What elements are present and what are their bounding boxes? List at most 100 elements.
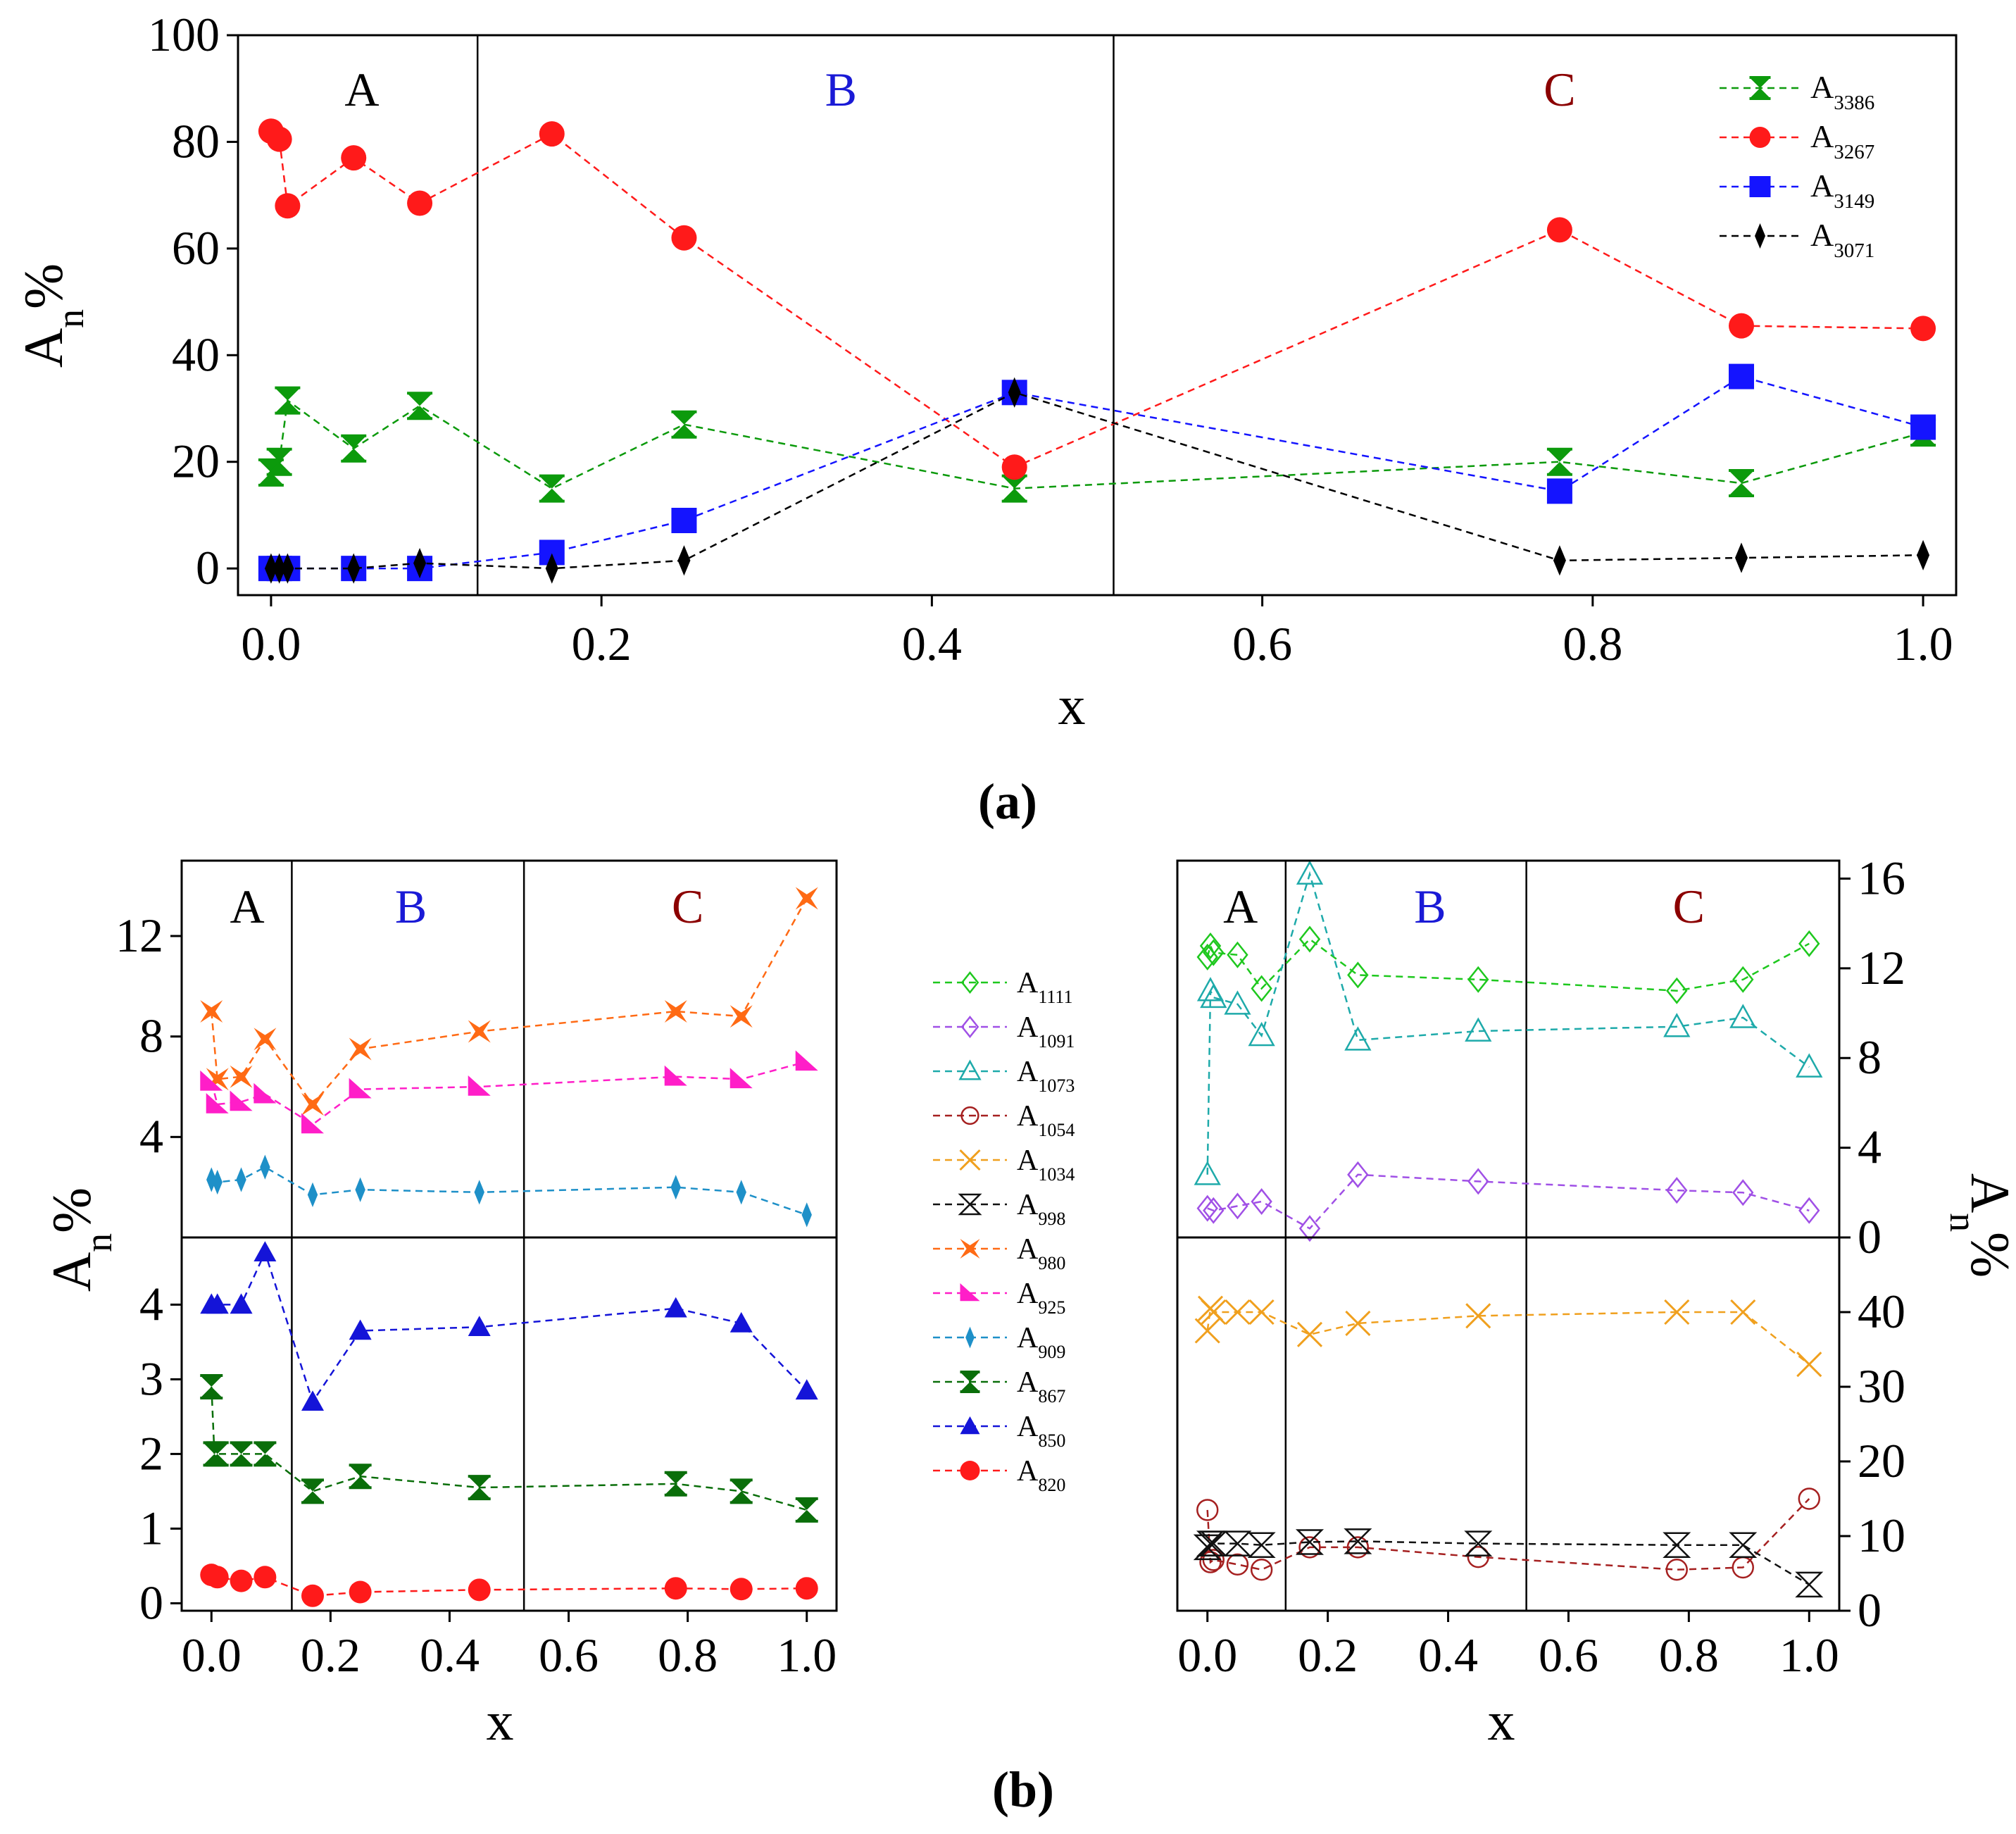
y-tick-label: 0: [1858, 1583, 1882, 1637]
data-point-3386: [266, 447, 292, 476]
data-point-3267: [275, 193, 301, 219]
y-tick-label: 80: [172, 114, 220, 168]
legend-item-3149: A3149: [1720, 168, 1874, 213]
series-line-1073: [1206, 871, 1810, 1175]
data-point-1091: [1732, 1179, 1754, 1206]
data-point-1091: [1203, 1197, 1225, 1224]
data-point-1091: [1666, 1177, 1688, 1204]
y-tick-label: 20: [172, 435, 220, 488]
data-point-1111: [1298, 925, 1321, 953]
panel-b-left-bottom: 0 1 2 3 4 0.0 0.2 0.4 0.6 0.8 1.0: [139, 1236, 838, 1682]
series-1091: [1196, 1161, 1820, 1242]
x-axis-label: x: [1488, 1690, 1515, 1752]
data-point-3149: [1546, 478, 1572, 504]
data-point-820: [730, 1578, 753, 1601]
data-point-3071: [1735, 542, 1748, 573]
data-point-3149: [1729, 363, 1754, 389]
x-tick-label: 0.2: [1298, 1628, 1358, 1682]
data-point-1034: [1730, 1299, 1756, 1325]
legend-item-998: A998: [933, 1189, 1065, 1229]
data-point-3267: [671, 225, 697, 251]
series-line-909: [211, 1166, 808, 1216]
region-label-A: A: [1223, 880, 1258, 933]
data-point-3071: [413, 547, 427, 579]
legend-marker-850: [960, 1416, 980, 1435]
data-point-1091: [1251, 1188, 1272, 1216]
legend-marker-909: [965, 1326, 975, 1349]
legend-marker-925: [960, 1283, 980, 1302]
y-tick-label: 100: [148, 8, 220, 61]
x-tick-label: 0.2: [572, 617, 632, 670]
region-label-B: B: [1414, 880, 1446, 933]
y-tick-label: 3: [139, 1352, 163, 1405]
legend-label-925: A925: [1017, 1278, 1065, 1318]
x-tick-label: 0.8: [658, 1628, 718, 1682]
data-point-3267: [1910, 316, 1936, 342]
data-point-1111: [1251, 975, 1272, 1002]
data-point-1091: [1196, 1194, 1218, 1222]
data-point-909: [307, 1182, 318, 1207]
data-point-925: [253, 1083, 277, 1104]
data-point-3071: [264, 553, 277, 584]
data-point-1073: [1796, 1053, 1823, 1078]
panel-b-right-chart: A B C 0 4 8 12 16 0 10 20 30 40 0.0 0.2 0.4 0.6 0.8 1.0 x An…: [1176, 851, 2016, 1752]
data-point-1111: [1199, 932, 1222, 960]
data-point-1034: [1194, 1318, 1220, 1344]
legend-label-3386: A3386: [1810, 69, 1874, 114]
data-point-3149: [1910, 414, 1936, 440]
legend-item-909: A909: [933, 1322, 1065, 1362]
x-tick-label: 0.6: [539, 1628, 599, 1682]
x-tick-label: 0.0: [182, 1628, 242, 1682]
legend-item-1091: A1091: [933, 1011, 1075, 1052]
data-point-1091: [1227, 1192, 1248, 1220]
data-point-1073: [1344, 1026, 1372, 1051]
data-point-1111: [1666, 977, 1688, 1004]
series-3149: [258, 363, 1936, 582]
legend-item-1073: A1073: [933, 1056, 1075, 1096]
data-point-1091: [1347, 1161, 1369, 1188]
data-point-867: [795, 1497, 818, 1523]
x-tick-label: 0.4: [1418, 1628, 1478, 1682]
y-tick-label: 20: [1858, 1434, 1905, 1487]
legend-marker-3386: [1749, 76, 1771, 100]
legend-item-3386: A3386: [1720, 69, 1874, 114]
data-point-925: [664, 1065, 687, 1086]
series-line-3149: [270, 375, 1924, 570]
legend-label-998: A998: [1017, 1189, 1065, 1229]
data-point-980: [301, 1092, 324, 1116]
y-tick-label: 12: [1858, 941, 1905, 994]
data-point-850: [349, 1319, 372, 1340]
data-point-850: [664, 1297, 687, 1318]
data-point-867: [349, 1464, 372, 1490]
data-point-850: [301, 1390, 324, 1411]
region-label-A: A: [230, 880, 264, 933]
series-line-1091: [1207, 1173, 1810, 1230]
data-point-980: [253, 1028, 277, 1051]
x-tick-label: 0.0: [241, 617, 301, 670]
data-point-1111: [1203, 939, 1225, 966]
data-point-1054: [1346, 1536, 1370, 1559]
x-tick-label: 0.0: [1177, 1628, 1237, 1682]
x-tick-label: 0.4: [902, 617, 962, 670]
data-point-1054: [1665, 1559, 1688, 1581]
legend-item-867: A867: [933, 1366, 1065, 1406]
series-line-820: [211, 1573, 807, 1597]
y-axis-label: An%: [13, 263, 92, 368]
data-point-925: [730, 1068, 753, 1089]
y-tick-label: 4: [139, 1109, 163, 1163]
plot-frame: [1176, 1236, 1841, 1612]
y-tick-label: 16: [1858, 851, 1905, 904]
series-line-998: [1206, 1540, 1810, 1585]
panel-b-left-top: A B C 4 8 12: [115, 859, 838, 1239]
data-point-3386: [1729, 469, 1754, 497]
legend-label-867: A867: [1017, 1366, 1065, 1406]
legend-label-980: A980: [1017, 1233, 1065, 1273]
data-point-3071: [677, 545, 691, 576]
data-point-867: [468, 1475, 491, 1501]
y-axis-label-right: An%: [1942, 1173, 2016, 1278]
data-point-998: [1464, 1530, 1493, 1557]
y-tick-label: 8: [1858, 1030, 1882, 1084]
